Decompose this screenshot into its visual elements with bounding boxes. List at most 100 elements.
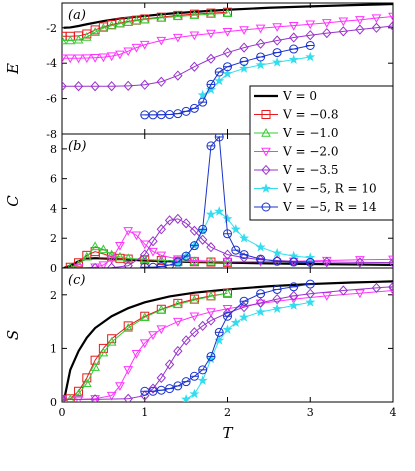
data-point — [173, 257, 183, 267]
data-point — [338, 285, 349, 296]
ytick-label: -8 — [46, 128, 57, 141]
data-point — [206, 291, 216, 301]
data-point — [90, 262, 100, 268]
panel-2: 0 1 2 0 1 2 3 4 S (c) — [4, 267, 397, 419]
data-point — [206, 308, 216, 317]
data-point — [255, 59, 266, 70]
series-line — [95, 218, 393, 268]
data-point — [272, 48, 282, 58]
data-point — [156, 372, 166, 384]
data-point — [371, 22, 382, 33]
data-point — [156, 12, 167, 22]
data-point — [73, 34, 84, 44]
data-point — [289, 257, 299, 267]
xtick-label: 1 — [141, 406, 148, 419]
xtick-label: 3 — [307, 406, 314, 419]
data-point — [321, 292, 332, 301]
data-point — [289, 44, 299, 54]
data-point — [81, 54, 92, 64]
data-point — [98, 261, 109, 268]
data-point — [148, 383, 158, 394]
data-point — [139, 339, 150, 349]
legend-item: V = −2.0 — [254, 145, 339, 159]
data-point — [205, 84, 216, 95]
data-point — [98, 347, 109, 357]
xtick-label: 4 — [390, 406, 397, 419]
data-point — [181, 377, 191, 387]
data-point — [156, 110, 166, 120]
data-point — [173, 381, 183, 391]
data-point — [164, 215, 175, 226]
data-point — [214, 206, 225, 216]
data-point — [173, 299, 183, 309]
data-point — [106, 52, 117, 62]
data-point — [272, 23, 282, 32]
data-point — [289, 282, 299, 292]
data-point — [197, 234, 208, 245]
data-point — [214, 134, 224, 142]
data-point — [222, 47, 233, 58]
series-line — [62, 25, 393, 87]
data-point — [189, 327, 200, 338]
ytick-label: 8 — [50, 143, 57, 156]
legend-item: V = −5, R = 10 — [254, 182, 377, 196]
data-point — [206, 29, 216, 39]
data-point — [140, 79, 150, 90]
data-point — [288, 54, 299, 64]
legend-item: V = −0.8 — [254, 108, 339, 122]
legend-swatch-marker — [260, 183, 272, 193]
data-point — [189, 295, 200, 304]
data-point — [322, 27, 332, 39]
data-point — [256, 289, 266, 299]
data-point — [206, 315, 216, 326]
data-point — [288, 300, 299, 310]
data-point — [181, 106, 191, 116]
data-point — [222, 68, 233, 79]
series-line — [62, 12, 228, 42]
data-point — [106, 81, 117, 92]
data-point — [90, 27, 100, 36]
data-point — [74, 258, 84, 268]
data-point — [230, 317, 241, 327]
data-point — [198, 224, 208, 234]
data-point — [173, 345, 183, 357]
data-point — [164, 359, 175, 370]
data-point — [388, 286, 393, 296]
legend-item: V = −1.0 — [254, 126, 339, 140]
series-group-2 — [62, 279, 393, 402]
data-point — [222, 288, 233, 297]
y-axis-label: S — [4, 330, 22, 340]
data-point — [181, 218, 191, 229]
data-point — [388, 257, 393, 268]
data-point — [173, 109, 183, 119]
data-point — [181, 394, 192, 402]
data-point — [214, 327, 224, 337]
data-point — [115, 251, 125, 261]
ytick-label: 2 — [50, 289, 57, 302]
data-point — [256, 254, 266, 264]
legend-swatch-marker — [261, 147, 271, 157]
data-point — [239, 63, 250, 73]
data-point — [322, 256, 332, 268]
data-point — [62, 81, 67, 92]
data-point — [106, 336, 117, 346]
data-point — [156, 224, 166, 235]
data-point — [197, 89, 208, 100]
legend-label: V = −3.5 — [282, 163, 339, 177]
data-point — [255, 24, 266, 34]
data-point — [272, 256, 282, 266]
data-point — [189, 61, 200, 72]
legend-swatch-marker — [261, 110, 271, 119]
data-point — [181, 335, 191, 346]
legend-label: V = −0.8 — [282, 108, 339, 122]
data-point — [156, 255, 167, 264]
data-point — [81, 251, 92, 261]
data-point — [355, 24, 365, 35]
data-point — [189, 241, 199, 251]
data-point — [223, 229, 232, 239]
data-point — [206, 9, 216, 18]
data-point — [206, 79, 216, 89]
data-point — [67, 262, 74, 268]
data-point — [189, 10, 200, 19]
